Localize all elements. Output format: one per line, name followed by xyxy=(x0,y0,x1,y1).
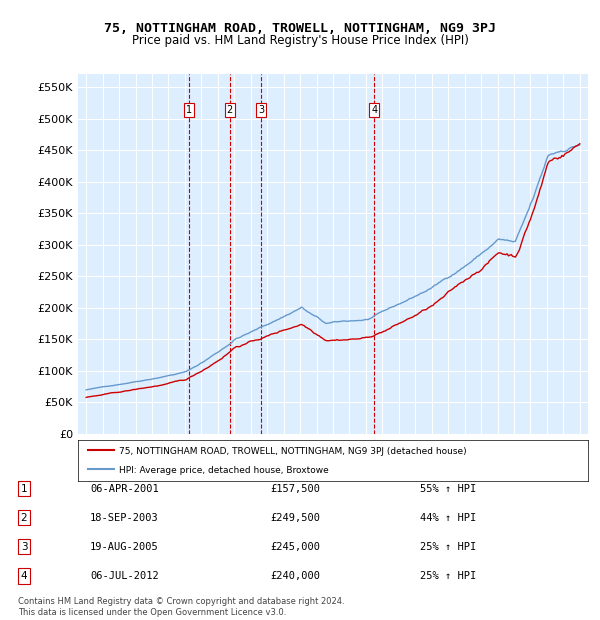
Text: 25% ↑ HPI: 25% ↑ HPI xyxy=(420,542,476,552)
Text: £157,500: £157,500 xyxy=(270,484,320,494)
Text: £245,000: £245,000 xyxy=(270,542,320,552)
Text: 75, NOTTINGHAM ROAD, TROWELL, NOTTINGHAM, NG9 3PJ (detached house): 75, NOTTINGHAM ROAD, TROWELL, NOTTINGHAM… xyxy=(119,447,466,456)
Text: 4: 4 xyxy=(20,571,28,581)
Text: 06-JUL-2012: 06-JUL-2012 xyxy=(90,571,159,581)
Text: Price paid vs. HM Land Registry's House Price Index (HPI): Price paid vs. HM Land Registry's House … xyxy=(131,34,469,47)
Text: 06-APR-2001: 06-APR-2001 xyxy=(90,484,159,494)
Text: HPI: Average price, detached house, Broxtowe: HPI: Average price, detached house, Brox… xyxy=(119,466,329,475)
Text: 3: 3 xyxy=(258,105,264,115)
Text: 19-AUG-2005: 19-AUG-2005 xyxy=(90,542,159,552)
Text: 55% ↑ HPI: 55% ↑ HPI xyxy=(420,484,476,494)
Text: 1: 1 xyxy=(186,105,192,115)
Text: 2: 2 xyxy=(20,513,28,523)
Text: £249,500: £249,500 xyxy=(270,513,320,523)
Text: 3: 3 xyxy=(20,542,28,552)
Text: 75, NOTTINGHAM ROAD, TROWELL, NOTTINGHAM, NG9 3PJ: 75, NOTTINGHAM ROAD, TROWELL, NOTTINGHAM… xyxy=(104,22,496,35)
Text: 18-SEP-2003: 18-SEP-2003 xyxy=(90,513,159,523)
Text: Contains HM Land Registry data © Crown copyright and database right 2024.
This d: Contains HM Land Registry data © Crown c… xyxy=(18,598,344,617)
Text: 44% ↑ HPI: 44% ↑ HPI xyxy=(420,513,476,523)
Text: £240,000: £240,000 xyxy=(270,571,320,581)
Text: 25% ↑ HPI: 25% ↑ HPI xyxy=(420,571,476,581)
Text: 4: 4 xyxy=(371,105,377,115)
Text: 2: 2 xyxy=(227,105,233,115)
Text: 1: 1 xyxy=(20,484,28,494)
